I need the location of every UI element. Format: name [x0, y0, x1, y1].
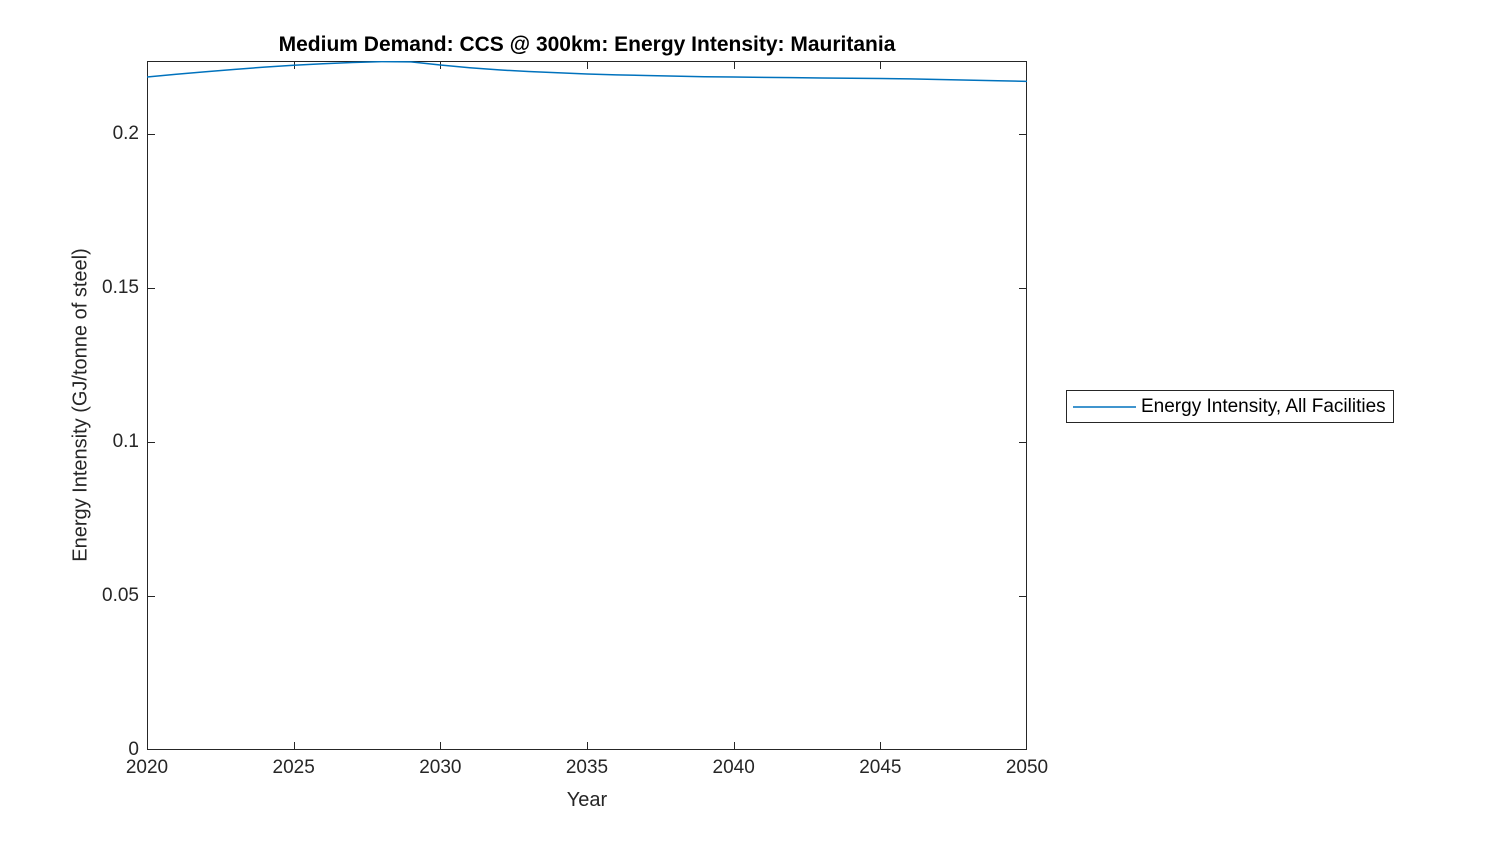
y-tick-label: 0.15 [102, 276, 139, 298]
tick-marks [147, 61, 1027, 750]
x-axis-label: Year [566, 789, 608, 811]
y-tick-label: 0.05 [102, 584, 139, 606]
legend-entry-label: Energy Intensity, All Facilities [1141, 395, 1386, 417]
legend-box: Energy Intensity, All Facilities [1066, 390, 1394, 423]
x-tick-label: 2040 [712, 757, 755, 778]
energy-intensity-line [147, 61, 1027, 83]
x-tick-label: 2035 [565, 757, 609, 778]
y-tick-label: 0.2 [112, 122, 139, 144]
x-tick-label: 2025 [272, 757, 315, 778]
x-tick-label: 2050 [1005, 757, 1049, 778]
axes-box [147, 61, 1027, 750]
y-tick-label: 0 [128, 739, 139, 760]
x-tick-label: 2020 [125, 757, 169, 778]
y-axis-label: Energy Intensity (GJ/tonne of steel) [69, 248, 92, 562]
plot-area [147, 61, 1027, 750]
x-tick-label: 2030 [419, 757, 462, 778]
x-tick-label: 2045 [859, 757, 902, 778]
y-tick-label: 0.1 [112, 430, 139, 452]
legend-line-sample [1073, 405, 1136, 408]
chart-title: Medium Demand: CCS @ 300km: Energy Inten… [278, 33, 896, 56]
